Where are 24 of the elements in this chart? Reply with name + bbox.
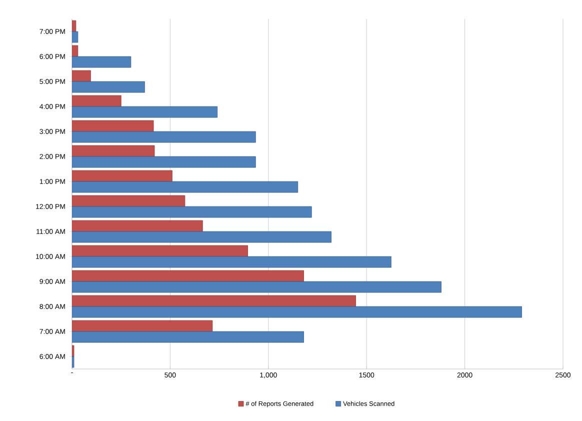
bar (72, 81, 145, 93)
bar (72, 95, 122, 107)
bar (72, 45, 78, 57)
bar (72, 281, 442, 293)
bar (72, 306, 522, 318)
bar (72, 131, 256, 143)
bar (72, 145, 155, 157)
bar (72, 331, 304, 343)
bar (72, 156, 256, 168)
bar (72, 120, 154, 132)
bar (72, 181, 298, 193)
bar (72, 106, 218, 118)
bar (72, 220, 203, 232)
bar (72, 231, 332, 243)
bar (72, 256, 392, 268)
bar (72, 170, 172, 182)
bar (72, 245, 248, 257)
bar (72, 70, 91, 82)
bar (72, 195, 186, 207)
bar (72, 295, 356, 307)
bar (72, 56, 132, 68)
bar (72, 320, 213, 332)
bar (72, 270, 304, 282)
bar (72, 206, 312, 218)
